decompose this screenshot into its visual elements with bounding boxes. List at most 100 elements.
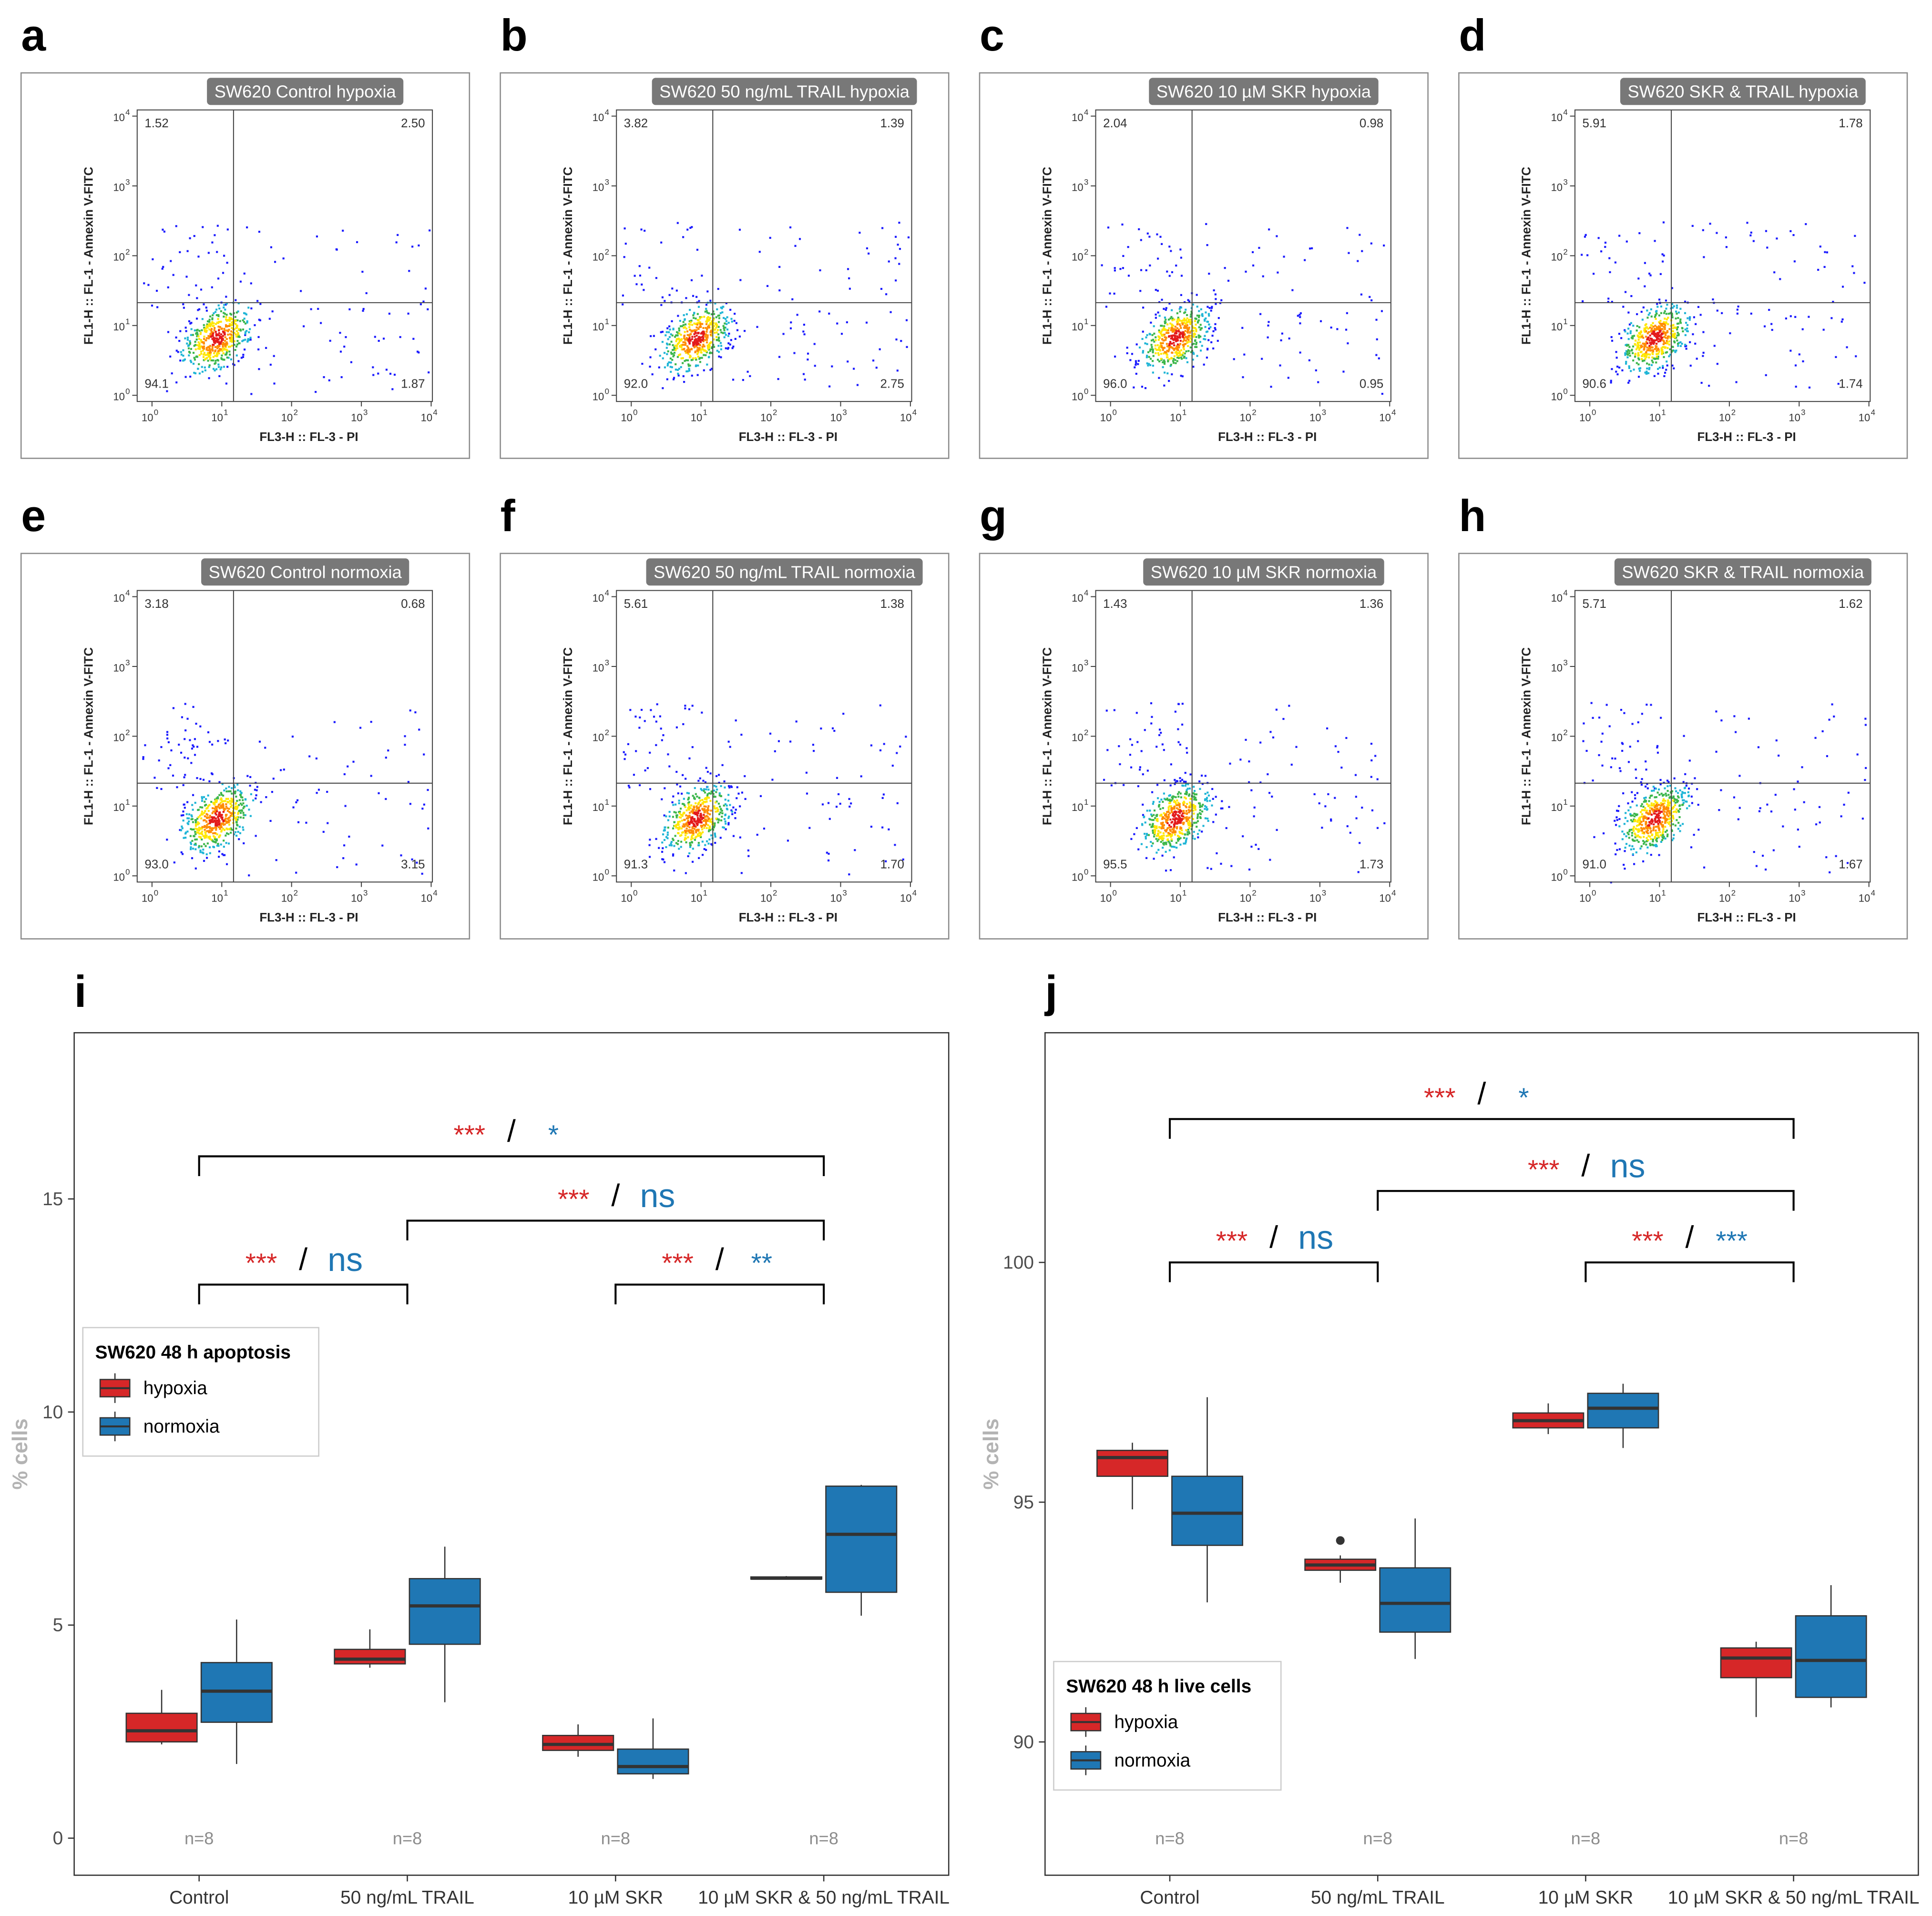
event-dot xyxy=(1171,811,1173,813)
event-dot xyxy=(1666,833,1669,836)
y-tick-base: 10 xyxy=(1551,321,1563,333)
event-dot xyxy=(691,834,694,837)
event-dot xyxy=(1632,325,1635,327)
event-dot xyxy=(848,873,850,876)
event-dot xyxy=(1651,338,1653,340)
event-dot xyxy=(687,802,690,804)
event-dot xyxy=(1153,332,1155,335)
x-tick-exp: 1 xyxy=(703,889,707,898)
event-dot xyxy=(1177,349,1179,351)
event-dot xyxy=(701,828,704,830)
event-dot xyxy=(1186,833,1189,836)
event-dot xyxy=(1152,355,1155,357)
event-dot xyxy=(729,804,731,806)
event-dot xyxy=(683,823,685,826)
event-dot xyxy=(1649,337,1652,340)
event-dot xyxy=(221,807,223,809)
event-dot xyxy=(208,325,210,327)
event-dot xyxy=(236,816,238,818)
event-dot xyxy=(1629,330,1632,332)
event-dot xyxy=(329,339,331,342)
event-dot xyxy=(1160,345,1163,347)
event-dot xyxy=(1623,863,1625,866)
event-dot xyxy=(229,353,231,356)
event-dot xyxy=(1181,829,1183,831)
event-dot xyxy=(223,840,225,842)
event-dot xyxy=(1815,823,1818,826)
event-dot xyxy=(1370,743,1373,745)
y-tick-base: 10 xyxy=(593,321,604,333)
event-dot xyxy=(1856,753,1859,756)
event-dot xyxy=(685,822,688,825)
event-dot xyxy=(673,869,675,872)
event-dot xyxy=(229,802,232,805)
event-dot xyxy=(704,844,706,846)
event-dot xyxy=(1179,843,1182,846)
event-dot xyxy=(1664,787,1666,789)
event-dot xyxy=(229,339,232,342)
event-dot xyxy=(1175,796,1177,799)
event-dot xyxy=(187,757,189,759)
event-dot xyxy=(1808,386,1811,389)
event-dot xyxy=(178,340,181,342)
event-dot xyxy=(1204,335,1206,337)
event-dot xyxy=(719,811,722,814)
event-dot xyxy=(704,798,706,800)
event-dot xyxy=(1677,828,1680,830)
event-dot xyxy=(198,372,201,375)
event-dot xyxy=(1342,370,1345,373)
event-dot xyxy=(1672,327,1674,329)
event-dot xyxy=(691,820,694,823)
event-dot xyxy=(681,792,683,795)
event-dot xyxy=(709,369,712,371)
event-dot xyxy=(1651,352,1654,354)
y-tick-base: 10 xyxy=(593,662,604,674)
event-dot xyxy=(1864,717,1867,720)
event-dot xyxy=(1166,838,1169,840)
event-dot xyxy=(194,348,197,350)
event-dot xyxy=(1142,350,1145,352)
event-dot xyxy=(155,289,158,292)
event-dot xyxy=(1611,368,1613,370)
event-dot xyxy=(1330,818,1332,820)
event-dot xyxy=(695,334,698,337)
event-dot xyxy=(1168,832,1171,835)
event-dot xyxy=(1168,805,1171,808)
event-dot xyxy=(1276,235,1278,237)
event-dot xyxy=(689,339,692,342)
event-dot xyxy=(1629,332,1632,335)
event-dot xyxy=(223,854,225,856)
y-tick-exp: 4 xyxy=(1084,108,1088,117)
event-dot xyxy=(1644,343,1647,346)
event-dot xyxy=(1185,319,1187,321)
event-dot xyxy=(1176,814,1179,816)
event-dot xyxy=(1656,326,1658,328)
event-dot xyxy=(1687,791,1689,793)
event-dot xyxy=(622,294,624,297)
event-dot xyxy=(1216,339,1219,342)
event-dot xyxy=(1186,816,1188,819)
event-dot xyxy=(881,797,884,799)
y-tick-base: 10 xyxy=(113,801,125,813)
event-dot xyxy=(229,790,232,792)
event-dot xyxy=(190,361,193,363)
y-tick-base: 10 xyxy=(113,391,125,403)
event-dot xyxy=(225,318,227,321)
event-dot xyxy=(1611,339,1614,342)
event-dot xyxy=(1168,347,1171,349)
event-dot xyxy=(1187,320,1189,323)
event-dot xyxy=(1178,330,1180,333)
event-dot xyxy=(1349,831,1351,834)
event-dot xyxy=(210,820,213,823)
event-dot xyxy=(688,326,691,328)
event-dot xyxy=(1167,832,1170,834)
event-dot xyxy=(1682,799,1684,801)
event-dot xyxy=(714,841,716,844)
event-dot xyxy=(897,244,899,246)
event-dot xyxy=(692,342,695,345)
event-dot xyxy=(234,786,236,789)
event-dot xyxy=(738,228,741,231)
event-dot xyxy=(700,821,703,824)
event-dot xyxy=(206,842,209,845)
event-dot xyxy=(1689,341,1691,343)
